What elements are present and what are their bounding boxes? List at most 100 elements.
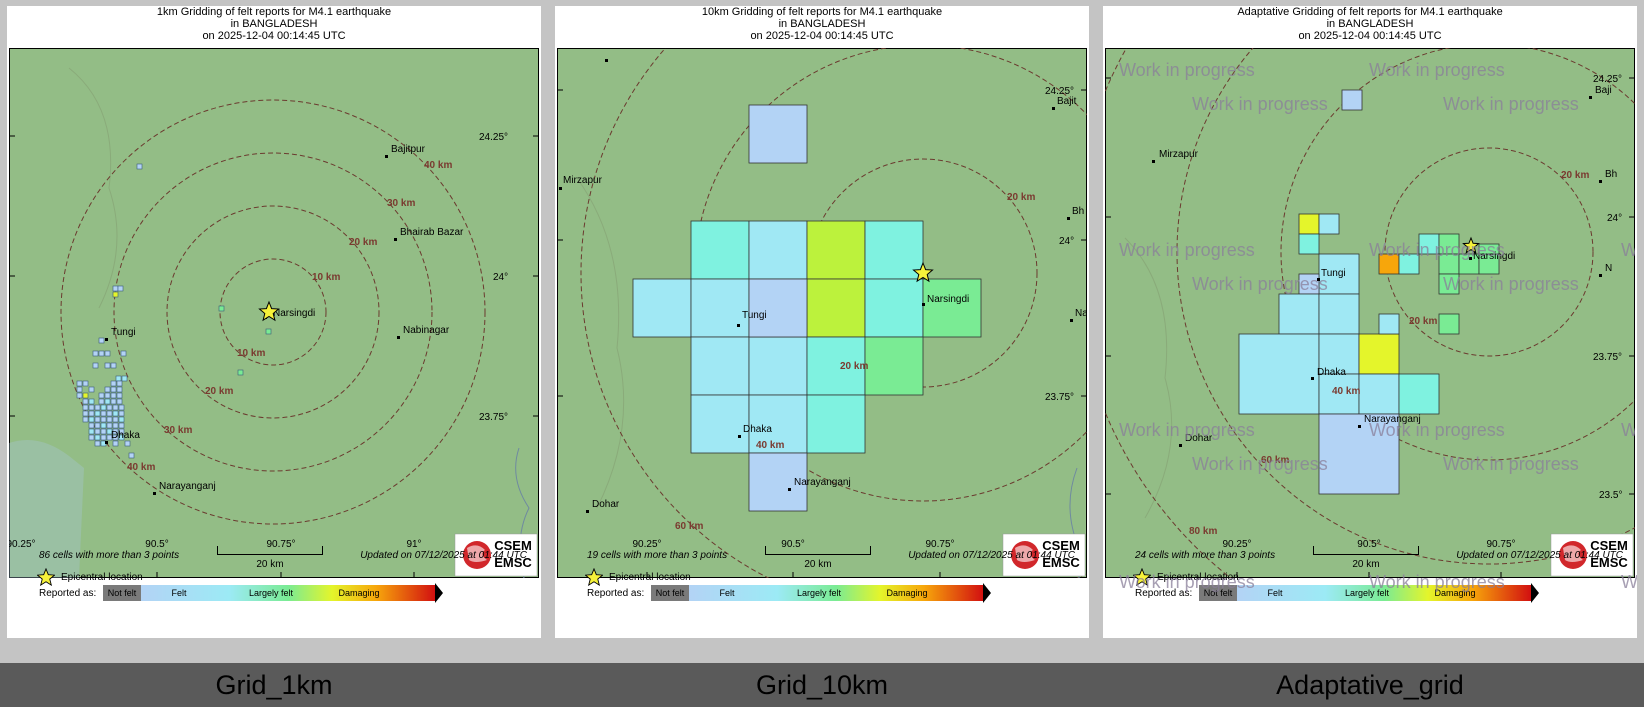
svg-text:60 km: 60 km [1261,455,1289,466]
ring-labels: 10 km 10 km 20 km 20 km 30 km 30 km 40 k… [127,160,452,473]
svg-text:90.25°: 90.25° [9,539,36,550]
svg-text:EMSC: EMSC [1042,555,1080,570]
svg-text:Mirzapur: Mirzapur [563,175,603,186]
svg-text:Dhaka: Dhaka [1317,367,1346,378]
river [576,177,625,509]
river [1124,237,1173,519]
svg-text:24.25°: 24.25° [479,132,508,143]
svg-text:Work in progress: Work in progress [1443,454,1579,474]
svg-text:Work in progress: Work in progress [1192,274,1328,294]
svg-text:EMSC: EMSC [1590,555,1628,570]
svg-text:Narsingdi: Narsingdi [273,308,315,319]
intensity-scale: Not felt Felt Largely felt Damaging [103,583,443,603]
map-title: Adaptative Gridding of felt reports for … [1103,6,1637,42]
svg-text:23.75°: 23.75° [479,412,508,423]
svg-text:Damaging: Damaging [338,588,379,598]
csem-emsc-logo[interactable]: CSEM EMSC [1002,533,1086,577]
svg-text:Narayanganj: Narayanganj [159,481,216,492]
svg-text:23.5°: 23.5° [1599,490,1622,501]
svg-text:Damaging: Damaging [886,588,927,598]
svg-text:Work in progress: Work in progress [1369,60,1505,80]
felt-map[interactable]: 10 km 10 km 20 km 20 km 30 km 30 km 40 k… [9,48,539,578]
epicenter-star-icon[interactable] [912,261,934,283]
epicenter-star-icon[interactable] [1462,236,1480,254]
svg-text:Work in progress: Work in progress [1621,572,1637,592]
panel-grid-1km: 1km Gridding of felt reports for M4.1 ea… [7,6,541,638]
map-title: 1km Gridding of felt reports for M4.1 ea… [7,6,541,42]
title-line-1: 10km Gridding of felt reports for M4.1 e… [701,6,943,18]
svg-text:CSEM: CSEM [494,538,532,553]
svg-text:90.5°: 90.5° [1357,539,1380,550]
epicentral-label: Epicentral location [609,571,691,583]
svg-text:Tungi: Tungi [111,327,136,338]
svg-text:Dohar: Dohar [1185,433,1213,444]
svg-text:30 km: 30 km [164,425,192,436]
title-line-2: in BANGLADESH [230,18,318,30]
csem-emsc-logo[interactable]: CSEM EMSC [454,533,538,577]
csem-emsc-logo[interactable]: CSEM EMSC [1550,533,1634,577]
lon-labels: 90.25° 90.5° 90.75° [1222,539,1515,550]
svg-text:40 km: 40 km [1332,386,1360,397]
svg-text:Work in progress: Work in progress [1119,60,1255,80]
svg-text:20 km: 20 km [1007,192,1035,203]
felt-map[interactable]: 20 km 20 km 40 km 60 km Mirzapur Mirzapu… [557,48,1087,578]
svg-text:80 km: 80 km [1189,526,1217,537]
svg-text:40 km: 40 km [127,462,155,473]
svg-text:Work in progress: Work in progress [1621,240,1635,260]
svg-text:20 km: 20 km [1409,316,1437,327]
updated-timestamp: Updated on 07/12/2025 at 01:44 UTC [908,550,1075,561]
svg-text:Narsingdi: Narsingdi [927,294,969,305]
ring-labels: 20 km 20 km 40 km 60 km 80 km [1189,170,1589,537]
river [68,67,118,309]
svg-text:Tungi: Tungi [1321,268,1346,279]
svg-text:Nabinagar: Nabinagar [403,325,450,336]
grid-cells [76,163,272,459]
svg-text:40 km: 40 km [424,160,452,171]
svg-text:90.75°: 90.75° [1486,539,1515,550]
updated-timestamp: Updated on 07/12/2025 at 01:44 UTC [1456,550,1623,561]
svg-text:Felt: Felt [171,588,187,598]
svg-text:Largely felt: Largely felt [1345,588,1390,598]
epicentral-label: Epicentral location [1157,571,1239,583]
svg-text:23.75°: 23.75° [1045,392,1074,403]
title-line-3: on 2025-12-04 00:14:45 UTC [750,30,894,42]
svg-text:24.25°: 24.25° [1045,86,1074,97]
cells-count: 19 cells with more than 3 points [587,550,728,561]
svg-text:Bh: Bh [1072,206,1084,217]
felt-map[interactable]: 20 km 20 km 40 km 60 km 80 km Mirzapur T… [1105,48,1635,578]
svg-text:90.5°: 90.5° [145,539,168,550]
scale-label: 20 km [804,559,832,570]
svg-text:24.25°: 24.25° [1593,74,1622,85]
svg-text:Felt: Felt [719,588,735,598]
distance-rings [60,99,486,525]
lon-labels: 90.25° 90.5° 90.75° 91° [9,539,422,550]
epicenter-star-icon[interactable] [258,300,280,322]
svg-text:Largely felt: Largely felt [797,588,842,598]
title-line-2: in BANGLADESH [1326,18,1414,30]
grid-cells [1238,89,1500,495]
star-icon [585,568,603,586]
svg-text:EMSC: EMSC [494,555,532,570]
svg-text:Narayanganj: Narayanganj [794,477,851,488]
grid-cell-tungi [748,278,808,338]
panel-label-grid-10km: Grid_10km [755,670,889,700]
svg-text:91°: 91° [406,539,421,550]
svg-text:Bajitpur: Bajitpur [391,144,426,155]
map-footer: 24 cells with more than 3 points 20 km U… [1103,546,1637,636]
svg-text:Work in progress: Work in progress [1119,572,1255,592]
scale-bar [217,546,323,555]
title-line-1: 1km Gridding of felt reports for M4.1 ea… [156,6,392,18]
map-footer: 19 cells with more than 3 points 20 km U… [555,546,1089,636]
svg-text:Narayanganj: Narayanganj [1364,414,1421,425]
panel-adaptative-grid: Adaptative Gridding of felt reports for … [1103,6,1637,638]
svg-text:Work in progress: Work in progress [1443,94,1579,114]
svg-text:Work in progress: Work in progress [1369,572,1505,592]
svg-text:20 km: 20 km [349,237,377,248]
panel-label-grid-1km: Grid_1km [215,670,333,700]
svg-text:10 km: 10 km [237,348,265,359]
lat-labels: 24.25° 24° 23.75° [1045,86,1074,403]
scale-bar [765,546,871,555]
svg-text:Work in progress: Work in progress [1621,420,1635,440]
lat-labels: 24.25° 24° 23.75° [479,132,508,423]
svg-text:Work in progress: Work in progress [1192,94,1328,114]
